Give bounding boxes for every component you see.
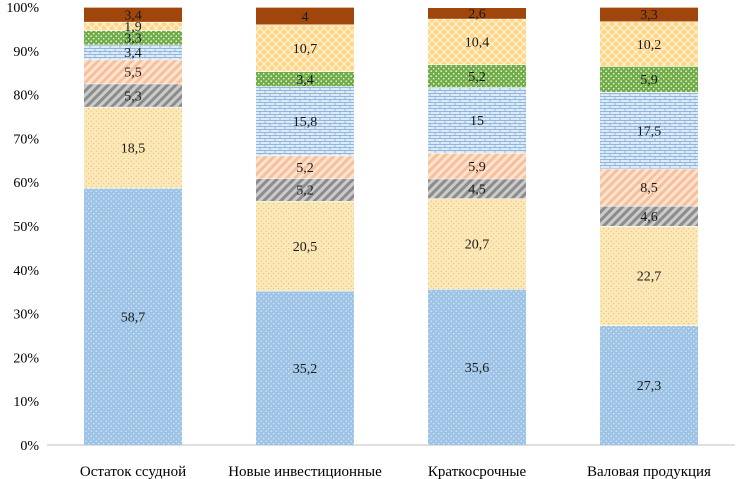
bar-segment-pattern xyxy=(600,226,698,326)
bar-segment xyxy=(256,7,354,25)
bar-segment-pattern xyxy=(256,86,354,156)
bar-segment xyxy=(84,7,182,22)
bar-segment-pattern xyxy=(84,30,182,45)
bar-segment-pattern xyxy=(256,155,354,179)
bar-segment-pattern xyxy=(600,21,698,67)
data-label: 3,3 xyxy=(640,8,658,23)
y-tick-label: 70% xyxy=(13,132,39,147)
bar-segment-pattern xyxy=(84,21,182,31)
data-label: 10,4 xyxy=(465,36,490,51)
y-tick-label: 0% xyxy=(20,439,39,454)
data-label: 22,7 xyxy=(637,270,662,285)
data-label: 18,5 xyxy=(121,141,146,156)
y-tick-label: 50% xyxy=(13,220,39,235)
data-label: 58,7 xyxy=(121,310,146,325)
data-label: 5,9 xyxy=(468,160,486,175)
category-label: Остаток ссудной xyxy=(80,464,186,479)
bar-segment-pattern xyxy=(84,187,182,446)
category-label: Валовая продукция xyxy=(587,464,711,479)
bar-segment-pattern xyxy=(428,178,526,199)
data-label: 20,5 xyxy=(293,240,318,255)
data-label: 27,3 xyxy=(637,379,662,394)
category-label: Новые инвестиционные xyxy=(228,464,382,479)
bar-segment-pattern xyxy=(84,83,182,107)
data-label: 4 xyxy=(302,10,309,25)
bars-layer xyxy=(84,6,698,446)
data-label: 3,4 xyxy=(124,8,142,23)
bar-segment-pattern xyxy=(428,198,526,290)
data-label: 4,5 xyxy=(468,183,486,198)
data-label: 35,2 xyxy=(293,362,318,377)
bar-segment-pattern xyxy=(428,64,526,88)
bar-segment-pattern xyxy=(256,24,354,72)
bar-segment-pattern xyxy=(428,289,526,445)
y-tick-label: 90% xyxy=(13,45,39,60)
bar-segment-pattern xyxy=(256,290,354,445)
data-label: 5,2 xyxy=(296,184,314,199)
bar-segment-pattern xyxy=(600,66,698,92)
data-label: 20,7 xyxy=(465,238,490,253)
data-label: 15 xyxy=(470,114,484,129)
data-label: 5,3 xyxy=(124,89,142,104)
bar-segment xyxy=(428,7,526,19)
bar-segment-pattern xyxy=(428,87,526,153)
y-tick-label: 80% xyxy=(13,89,39,104)
data-label: 3,4 xyxy=(296,73,314,88)
bar-segment-pattern xyxy=(256,201,354,291)
bar-segment xyxy=(600,7,698,22)
bar-segment-pattern xyxy=(600,205,698,226)
data-label: 4,6 xyxy=(640,210,658,225)
data-label: 10,7 xyxy=(293,42,318,57)
y-tick-label: 100% xyxy=(6,1,39,16)
bar-segment-pattern xyxy=(600,91,698,169)
data-label: 1,9 xyxy=(124,20,142,35)
y-tick-label: 10% xyxy=(13,395,39,410)
axis-layer: 0% 10% 20% 30% 40% 50% 60% 70% 80% 90% 100% Остаток… xyxy=(6,1,735,479)
y-tick-label: 20% xyxy=(13,351,39,366)
bar-segment-pattern xyxy=(256,178,354,202)
data-label: 5,2 xyxy=(468,70,486,85)
data-label: 35,6 xyxy=(465,361,490,376)
bar-segment-pattern xyxy=(600,325,698,445)
bar-segment-pattern xyxy=(84,59,182,84)
y-tick-label: 60% xyxy=(13,176,39,191)
data-label: 2,6 xyxy=(468,7,486,22)
y-tick-label: 40% xyxy=(13,264,39,279)
bar-segment-pattern xyxy=(428,152,526,179)
bar-segment-pattern xyxy=(600,168,698,206)
data-label: 5,2 xyxy=(296,161,314,176)
data-label: 5,5 xyxy=(124,66,142,81)
data-label: 17,5 xyxy=(637,124,662,139)
bar-segment-pattern xyxy=(84,44,182,60)
category-label: Краткосрочные xyxy=(428,464,527,479)
bar-segment-pattern xyxy=(256,71,354,87)
data-label: 3,4 xyxy=(124,46,142,61)
bar-segment-pattern xyxy=(428,18,526,65)
data-label: 3,3 xyxy=(124,31,142,46)
labels-layer: 58,718,55,35,53,43,31,93,435,220,55,25,2… xyxy=(121,7,662,394)
data-label: 15,8 xyxy=(293,115,318,130)
data-label: 5,9 xyxy=(640,73,658,88)
data-label: 10,2 xyxy=(637,38,662,53)
data-label: 8,5 xyxy=(640,181,658,196)
bar-segment-pattern xyxy=(84,106,182,188)
y-tick-label: 30% xyxy=(13,308,39,323)
